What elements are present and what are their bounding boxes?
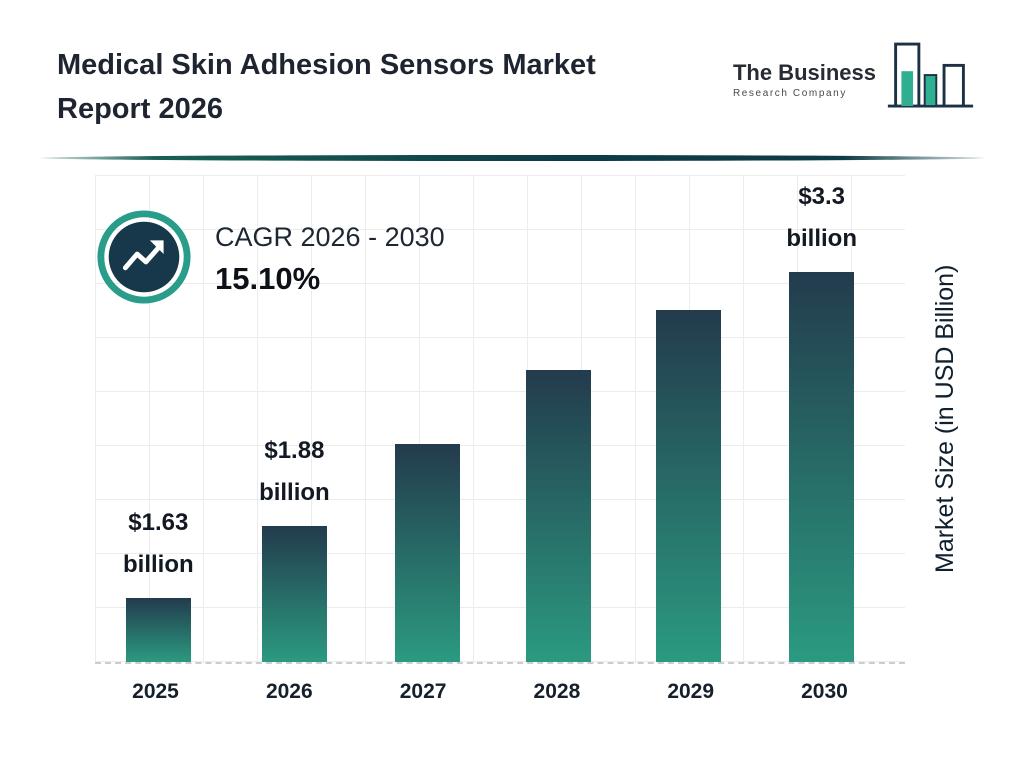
header-divider bbox=[40, 155, 985, 161]
bar-column-2025: $1.63 billion bbox=[123, 502, 194, 662]
bar-2028 bbox=[525, 370, 591, 662]
x-label-2025: 2025 bbox=[132, 680, 179, 703]
x-label-2030: 2030 bbox=[801, 680, 848, 703]
chart-area: $1.63 billion $1.88 billion $3.3 billion bbox=[95, 175, 905, 664]
company-subname: Research Company bbox=[732, 88, 847, 99]
trend-arrow-icon bbox=[95, 208, 193, 311]
bars: $1.63 billion $1.88 billion $3.3 billion bbox=[95, 175, 905, 662]
cagr-badge: CAGR 2026 - 2030 15.10% bbox=[95, 208, 445, 311]
bar-2030 bbox=[789, 272, 855, 662]
bar-column-2029 bbox=[655, 310, 721, 662]
x-label-2028: 2028 bbox=[533, 680, 581, 703]
cagr-label: CAGR 2026 - 2030 bbox=[215, 222, 445, 252]
page-title-line2: Report 2026 bbox=[57, 92, 224, 125]
bar-chart-logo-icon bbox=[884, 38, 976, 121]
bar-column-2030: $3.3 billion bbox=[786, 176, 857, 662]
x-label-2029: 2029 bbox=[667, 680, 715, 703]
bar-column-2026: $1.88 billion bbox=[259, 430, 330, 662]
bar-2027 bbox=[395, 444, 461, 662]
company-logo-text: The Business Research Company bbox=[733, 60, 876, 99]
bar-column-2028 bbox=[525, 370, 591, 662]
bar-2026 bbox=[261, 526, 327, 662]
x-label-2026: 2026 bbox=[265, 680, 313, 703]
bar-column-2027 bbox=[395, 444, 461, 662]
bar-value-label-2030: $3.3 billion bbox=[786, 183, 857, 252]
company-logo: The Business Research Company bbox=[733, 38, 976, 121]
bar-2025 bbox=[125, 598, 191, 662]
y-axis-title: Market Size (in USD Billion) bbox=[931, 264, 959, 573]
bar-value-label-2025: $1.63 billion bbox=[123, 509, 194, 578]
page-title-line1: Medical Skin Adhesion Sensors Market bbox=[57, 49, 596, 81]
company-name: The Business bbox=[732, 60, 876, 85]
x-label-2027: 2027 bbox=[399, 680, 447, 703]
bar-2029 bbox=[655, 310, 721, 662]
cagr-text: CAGR 2026 - 2030 15.10% bbox=[215, 222, 445, 297]
page-title: Medical Skin Adhesion Sensors Market Rep… bbox=[57, 44, 677, 131]
x-axis-labels: 2025 2026 2027 2028 2029 2030 bbox=[95, 680, 905, 704]
bar-value-label-2026: $1.88 billion bbox=[259, 437, 330, 506]
cagr-value: 15.10% bbox=[215, 261, 321, 296]
